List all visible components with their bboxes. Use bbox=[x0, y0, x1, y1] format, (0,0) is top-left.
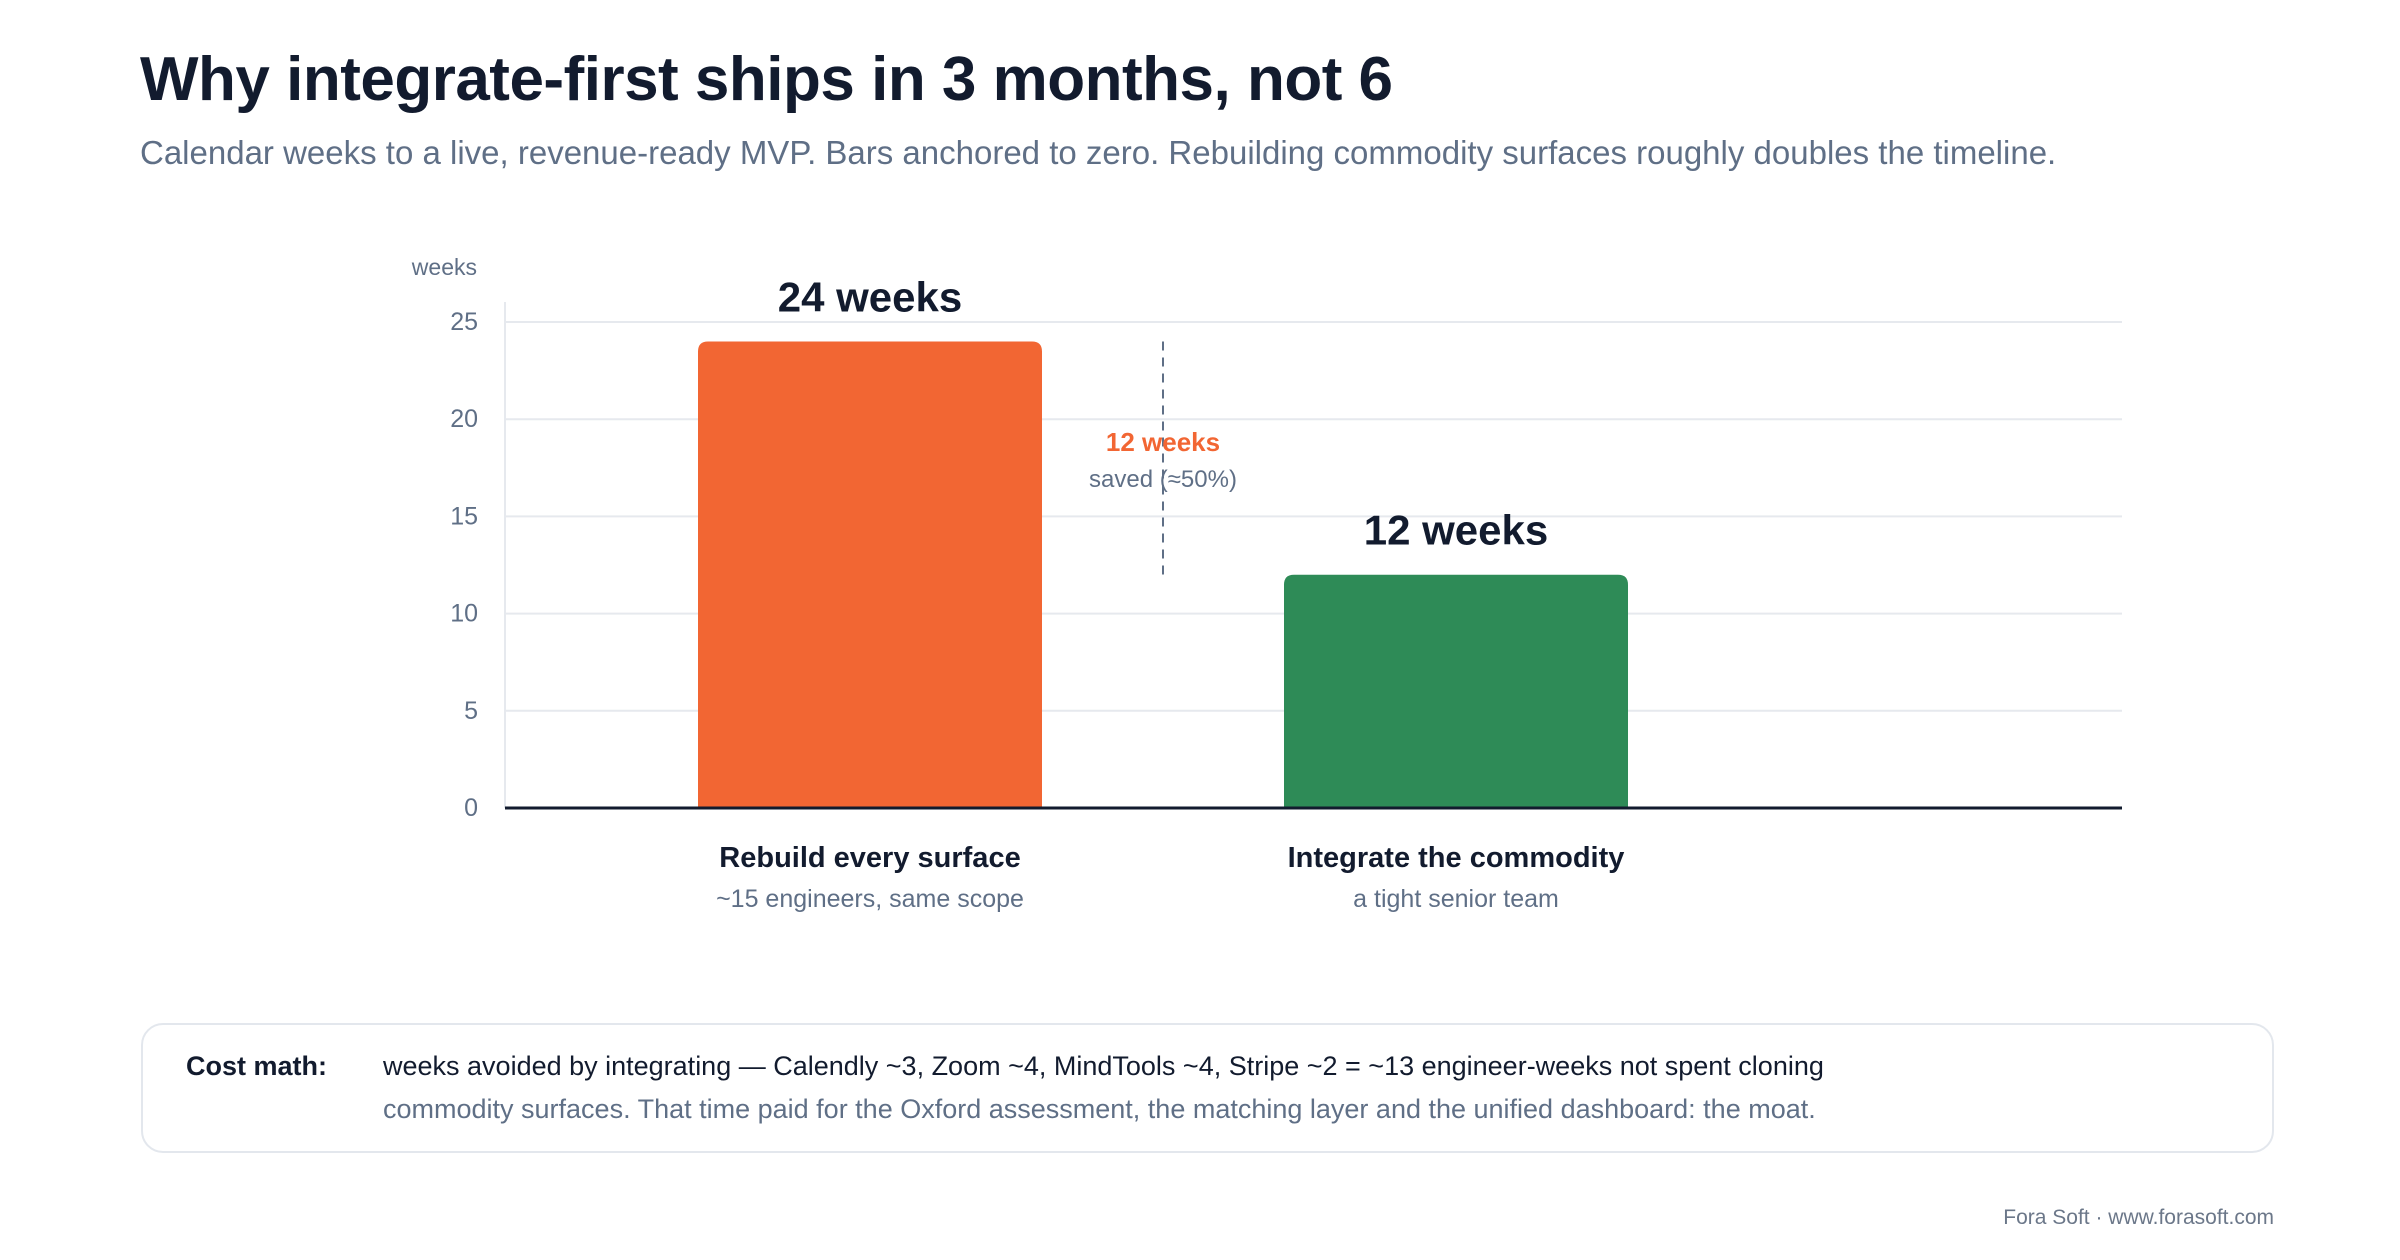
cost-math-line-2: commodity surfaces. That time paid for t… bbox=[383, 1094, 1816, 1124]
y-axis-label: weeks bbox=[411, 254, 477, 280]
x-category-label: Rebuild every surface bbox=[719, 842, 1020, 874]
bars: 24 weeks Rebuild every surface ~15 enginee… bbox=[698, 273, 1628, 913]
x-category-sublabel: ~15 engineers, same scope bbox=[716, 885, 1024, 913]
chart-subtitle: Calendar weeks to a live, revenue-ready … bbox=[140, 134, 2057, 171]
cost-math-line-1: weeks avoided by integrating — Calendly … bbox=[383, 1051, 1824, 1081]
y-axis-ticks: 0 5 10 15 20 25 bbox=[450, 308, 478, 822]
chart-title: Why integrate-first ships in 3 months, n… bbox=[140, 45, 1393, 114]
bar-data-label: 24 weeks bbox=[778, 273, 963, 320]
cost-math-label: Cost math: bbox=[186, 1051, 327, 1081]
x-category-sublabel: a tight senior team bbox=[1353, 885, 1559, 913]
x-category-label: Integrate the commodity bbox=[1288, 842, 1625, 874]
y-tick-label: 0 bbox=[464, 794, 478, 822]
y-tick-label: 15 bbox=[450, 502, 478, 530]
y-tick-label: 5 bbox=[464, 697, 478, 725]
bar-chart: 0 5 10 15 20 25 weeks 24 weeks Rebuild every s… bbox=[411, 254, 2122, 913]
y-tick-label: 25 bbox=[450, 308, 478, 336]
savings-annotation: 12 weeks saved (≈50%) bbox=[1089, 341, 1237, 575]
y-tick-label: 10 bbox=[450, 600, 478, 628]
footer-credit: Fora Soft · www.forasoft.com bbox=[2003, 1206, 2274, 1229]
savings-label: 12 weeks bbox=[1106, 427, 1220, 457]
bar bbox=[698, 341, 1042, 808]
cost-math-box: Cost math: weeks avoided by integrating … bbox=[141, 1023, 2274, 1153]
y-tick-label: 20 bbox=[450, 405, 478, 433]
savings-sublabel: saved (≈50%) bbox=[1089, 466, 1237, 493]
bar bbox=[1284, 574, 1628, 808]
bar-data-label: 12 weeks bbox=[1364, 507, 1549, 554]
